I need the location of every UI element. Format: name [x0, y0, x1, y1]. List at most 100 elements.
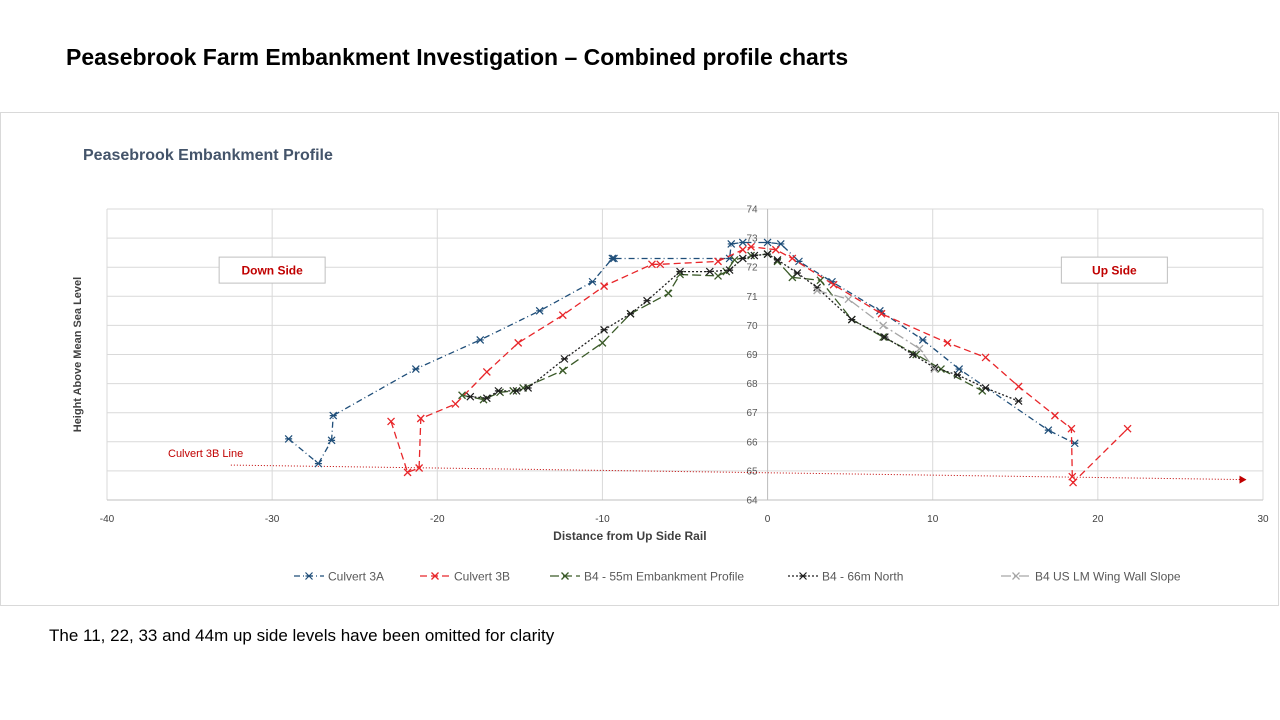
- data-point: [1050, 411, 1059, 420]
- data-point: [725, 254, 734, 263]
- data-point: [610, 254, 618, 263]
- series-line: [461, 253, 983, 401]
- culvert-3b-line: [230, 464, 1247, 481]
- legend-item-1: Culvert 3A: [294, 570, 384, 584]
- data-point: [656, 260, 665, 269]
- data-point: [738, 245, 747, 254]
- data-point: [598, 338, 607, 347]
- data-point: [1069, 478, 1078, 487]
- data-point: [535, 306, 544, 315]
- slide-note: The 11, 22, 33 and 44m up side levels ha…: [49, 626, 555, 645]
- data-point: [727, 239, 736, 248]
- x-tick-label: 30: [1257, 514, 1269, 525]
- data-point: [451, 400, 460, 408]
- data-point: [829, 280, 838, 289]
- legend-item-2: Culvert 3B: [420, 570, 510, 584]
- data-point: [738, 254, 747, 263]
- data-point: [588, 277, 597, 286]
- legend-label: Culvert 3B: [454, 570, 510, 584]
- y-tick-label: 72: [746, 263, 758, 274]
- data-point: [560, 354, 569, 363]
- legend-label: B4 - 66m North: [822, 570, 903, 584]
- data-point: [600, 282, 609, 291]
- y-tick-label: 65: [746, 466, 758, 477]
- data-point: [955, 365, 964, 373]
- x-tick-label: -40: [100, 514, 115, 525]
- data-point: [799, 572, 807, 580]
- data-point: [847, 315, 856, 324]
- y-tick-label: 71: [746, 292, 758, 303]
- data-point: [558, 311, 567, 320]
- data-point: [482, 394, 491, 403]
- data-point: [816, 276, 825, 285]
- data-point: [676, 267, 684, 276]
- data-point: [1014, 397, 1023, 405]
- legend-item-5: B4 US LM Wing Wall Slope: [1001, 570, 1181, 584]
- chart-frame: Peasebrook Embankment Profile -40 -30 -20 -…: [0, 112, 1279, 606]
- y-axis-title: Height Above Mean Sea Level: [72, 277, 84, 432]
- data-point: [387, 417, 396, 426]
- side-label-box: [218, 256, 326, 284]
- data-point: [600, 325, 609, 334]
- data-point: [494, 386, 503, 395]
- data-point: [714, 271, 722, 280]
- data-point: [458, 391, 467, 400]
- legend-item-4: B4 - 66m North: [788, 570, 903, 584]
- chart-title: Peasebrook Embankment Profile: [83, 147, 333, 164]
- x-tick-label: 10: [927, 514, 939, 525]
- data-point: [981, 384, 990, 392]
- data-point: [1044, 426, 1053, 435]
- data-point: [915, 344, 924, 353]
- data-point: [514, 338, 523, 347]
- data-point: [1070, 439, 1079, 448]
- profile-chart: Peasebrook Embankment Profile -40 -30 -20 -…: [72, 147, 1269, 584]
- data-point: [284, 434, 293, 443]
- data-point: [327, 436, 336, 445]
- data-point: [1067, 424, 1076, 433]
- data-point: [763, 238, 772, 247]
- data-point: [943, 338, 952, 347]
- legend-label: B4 - 55m Embankment Profile: [584, 570, 744, 584]
- x-tick-label: -30: [265, 514, 280, 525]
- axes: -40 -30 -20 -10 0 10 20 30 64 65 66 67 68 69 70 71 72 73 7…: [72, 205, 1269, 544]
- series-line: [470, 253, 1019, 402]
- x-tick-label: -20: [430, 514, 445, 525]
- data-point: [730, 255, 739, 264]
- grid: [106, 208, 1264, 501]
- data-point: [738, 238, 747, 247]
- data-point: [561, 572, 569, 580]
- legend: Culvert 3A Culvert 3B B4 - 55m Embankment …: [294, 570, 1181, 584]
- legend-label: B4 US LM Wing Wall Slope: [1035, 570, 1181, 584]
- data-point: [558, 366, 567, 375]
- y-tick-label: 73: [746, 234, 758, 245]
- side-label-box: [1060, 256, 1168, 284]
- y-tick-label: 64: [746, 496, 758, 507]
- series-4: [466, 250, 1023, 405]
- data-point: [725, 266, 734, 275]
- data-point: [1014, 382, 1023, 391]
- x-tick-label: 20: [1092, 514, 1104, 525]
- data-point: [648, 260, 656, 269]
- data-point: [305, 572, 313, 580]
- data-point: [415, 464, 424, 472]
- data-point: [918, 336, 927, 344]
- data-point: [705, 267, 714, 276]
- data-point: [953, 370, 962, 379]
- series-2: [387, 242, 1132, 487]
- culvert-line-arrowhead: [1239, 475, 1247, 484]
- data-point: [411, 365, 420, 373]
- data-point: [643, 296, 651, 305]
- x-tick-label: 0: [765, 514, 771, 525]
- data-point: [476, 336, 485, 344]
- annotations: Down Side Up Side Culvert 3B Line: [168, 256, 1247, 484]
- data-point: [879, 321, 888, 330]
- x-tick-label: -10: [595, 514, 610, 525]
- legend-label: Culvert 3A: [328, 570, 384, 584]
- series-5: [813, 286, 939, 374]
- y-tick-label: 68: [746, 379, 758, 390]
- data-point: [788, 254, 797, 263]
- data-point: [877, 309, 886, 318]
- data-point: [714, 257, 722, 266]
- data-point: [524, 384, 533, 392]
- data-point: [908, 350, 917, 359]
